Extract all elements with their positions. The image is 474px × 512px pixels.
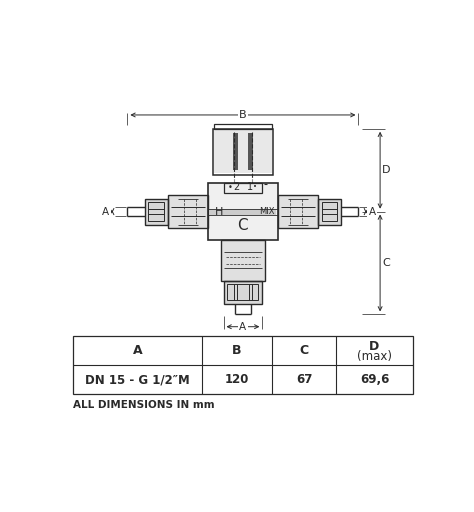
Bar bbox=[318, 199, 341, 225]
Text: C: C bbox=[300, 344, 309, 357]
Text: •: • bbox=[228, 183, 233, 192]
Bar bbox=[168, 196, 208, 228]
Text: D: D bbox=[382, 165, 391, 175]
Text: A: A bbox=[369, 206, 376, 217]
Text: 67: 67 bbox=[296, 373, 312, 386]
Bar bbox=[213, 129, 273, 175]
Text: 2: 2 bbox=[233, 182, 239, 193]
Bar bbox=[322, 202, 337, 221]
Text: A: A bbox=[102, 206, 109, 217]
Text: 120: 120 bbox=[225, 373, 249, 386]
Bar bbox=[248, 134, 253, 170]
Bar bbox=[221, 241, 264, 281]
Bar bbox=[228, 284, 258, 300]
Text: A: A bbox=[133, 344, 143, 357]
Bar bbox=[278, 196, 318, 228]
Bar bbox=[145, 199, 168, 225]
Text: DN 15 - G 1/2″M: DN 15 - G 1/2″M bbox=[85, 373, 190, 386]
Bar bbox=[168, 196, 208, 228]
Text: (max): (max) bbox=[357, 350, 392, 362]
Text: 1: 1 bbox=[247, 182, 253, 193]
Bar bbox=[210, 208, 276, 215]
Text: MIX: MIX bbox=[259, 207, 275, 216]
Bar bbox=[224, 281, 262, 304]
Text: D: D bbox=[369, 340, 380, 353]
Bar bbox=[208, 183, 278, 241]
Bar bbox=[214, 124, 272, 129]
Bar bbox=[145, 199, 168, 225]
Bar bbox=[214, 131, 272, 174]
Bar bbox=[148, 202, 164, 221]
Bar bbox=[224, 183, 262, 194]
Bar bbox=[224, 281, 262, 304]
Bar bbox=[233, 134, 237, 170]
Text: C: C bbox=[237, 218, 248, 233]
Text: 69,6: 69,6 bbox=[360, 373, 389, 386]
Text: •: • bbox=[253, 184, 256, 190]
Text: B: B bbox=[232, 344, 242, 357]
Bar bbox=[208, 183, 278, 241]
Text: C: C bbox=[383, 258, 390, 268]
Bar bbox=[221, 241, 264, 281]
Text: ALL DIMENSIONS IN mm: ALL DIMENSIONS IN mm bbox=[73, 400, 215, 410]
Text: B: B bbox=[239, 110, 247, 120]
Text: A: A bbox=[239, 322, 246, 332]
Text: H: H bbox=[215, 206, 223, 217]
Bar bbox=[318, 199, 341, 225]
Bar bbox=[278, 196, 318, 228]
Bar bbox=[73, 336, 413, 394]
